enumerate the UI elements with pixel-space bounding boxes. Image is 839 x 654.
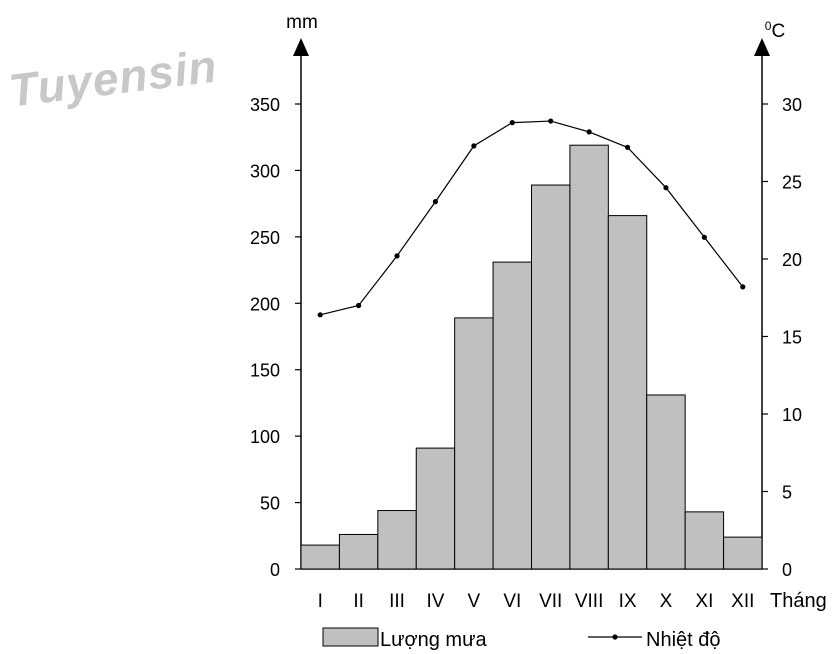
rainfall-bar-IV [415,447,456,570]
month-label: IX [619,591,637,612]
right-tick-label: 5 [782,483,792,503]
month-label: IV [426,591,444,612]
right-tick-label: 0 [782,560,792,580]
left-tick-label: 50 [260,494,280,514]
rainfall-bar-XII [723,536,763,570]
temperature-point-I [317,312,323,318]
month-label: XI [695,591,713,612]
month-label: II [353,591,364,612]
left-tick-label: 250 [250,228,280,248]
temperature-point-III [394,253,400,259]
left-tick-label: 0 [270,560,280,580]
temperature-point-IV [432,199,439,205]
left-tick-label: 200 [250,294,280,314]
left-axis-unit: mm [286,12,318,33]
rainfall-bar-VIII [569,144,609,570]
month-tick-labels: I II III IV V VI VII VIII IX X XI XII [318,591,755,612]
rainfall-bars [300,144,763,570]
left-tick-label: 100 [250,427,280,447]
temperature-point-VI [509,120,515,126]
right-tick-label: 25 [782,173,802,193]
month-label: V [468,591,481,612]
month-label: X [660,591,673,612]
rainfall-bar-IX [607,215,648,570]
legend-temperature-marker [612,634,618,640]
rainfall-bar-VI [492,261,533,570]
right-axis-unit: 0C [765,19,785,42]
rainfall-bar-I [300,544,340,570]
rainfall-bar-III [377,510,417,570]
left-tick-label: 300 [250,161,280,181]
rainfall-bar-II [338,533,379,570]
temperature-point-V [471,143,477,149]
month-label: VII [539,591,562,612]
month-label: XII [731,591,754,612]
month-label: I [318,591,323,612]
legend-temperature-label: Nhiệt độ [646,629,721,651]
left-tick-label: 350 [250,95,280,115]
temperature-point-VIII [586,129,592,135]
rainfall-bar-XI [684,511,725,570]
right-axis-arrow [754,38,770,56]
right-axis-ticks: 0 5 10 15 20 25 30 [762,95,802,580]
legend-rainfall-label: Lượng mưa [380,629,487,651]
left-axis-ticks: 0 50 100 150 200 250 300 350 [250,95,301,580]
legend-rainfall-swatch [322,627,379,647]
rainfall-bar-VII [531,184,571,570]
temperature-point-II [356,302,362,309]
right-tick-label: 15 [782,328,802,348]
right-tick-label: 20 [782,250,802,270]
temperature-point-IX [624,144,631,150]
x-axis-label: Tháng [770,590,827,612]
rainfall-bar-V [454,317,494,570]
left-axis-arrow [293,38,309,56]
right-tick-label: 30 [782,95,802,115]
temperature-point-VII [548,118,554,124]
right-tick-label: 10 [782,405,802,425]
left-tick-label: 150 [250,361,280,381]
temperature-line [317,118,746,318]
month-label: III [389,591,405,612]
legend: Lượng mưa Nhiệt độ [322,627,721,651]
temperature-point-X [663,185,669,191]
rainfall-bar-X [646,394,686,570]
temperature-point-XI [701,234,707,240]
temperature-polyline [320,120,744,316]
temperature-point-XII [740,284,746,290]
month-label: VI [503,591,521,612]
month-label: VIII [575,591,604,612]
